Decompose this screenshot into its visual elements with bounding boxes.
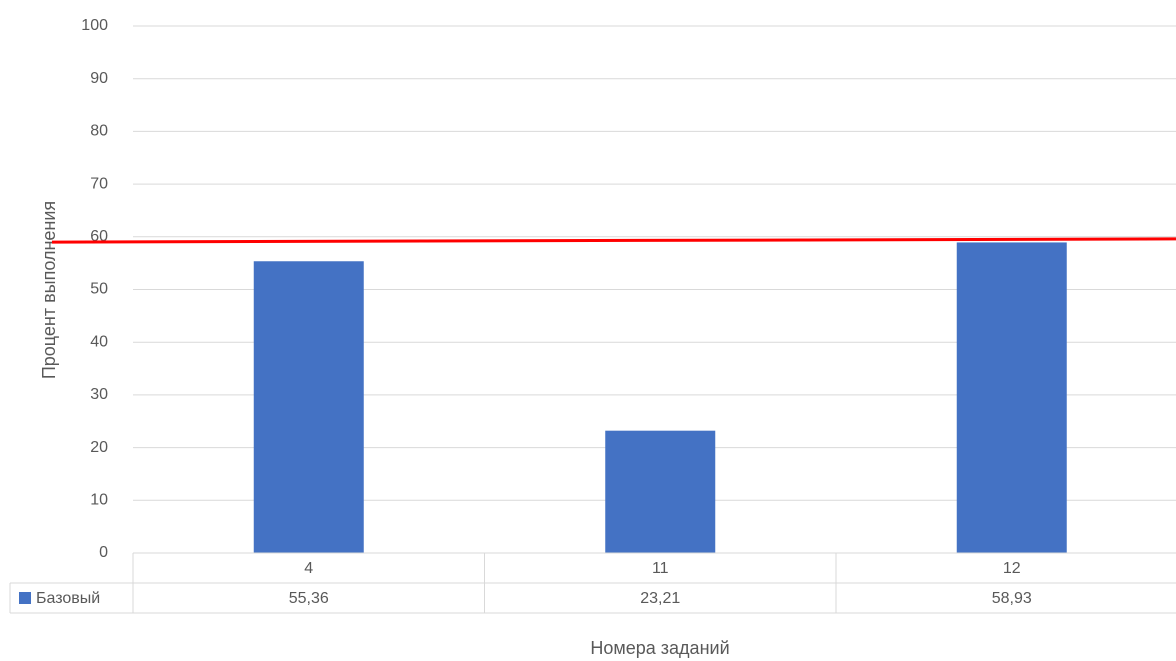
- y-tick-label: 10: [90, 492, 108, 509]
- bar: [253, 261, 364, 553]
- x-tick-label: 4: [304, 560, 313, 577]
- y-tick-label: 50: [90, 281, 108, 298]
- y-tick-label: 0: [99, 544, 108, 561]
- x-axis-label: Номера заданий: [590, 638, 729, 658]
- bar: [605, 430, 716, 553]
- value-label: 23,21: [640, 590, 680, 607]
- y-axis-label: Процент выполнения: [39, 201, 59, 379]
- bar: [956, 242, 1067, 553]
- value-label: 55,36: [289, 590, 329, 607]
- y-tick-label: 70: [90, 175, 108, 192]
- reference-line: [51, 237, 1176, 244]
- y-tick-label: 20: [90, 439, 108, 456]
- value-label: 58,93: [992, 590, 1032, 607]
- y-tick-label: 40: [90, 333, 108, 350]
- legend-label: Базовый: [36, 590, 100, 607]
- legend-swatch: [19, 592, 31, 604]
- x-tick-label: 12: [1003, 560, 1021, 577]
- x-tick-label: 11: [652, 560, 669, 577]
- y-tick-label: 90: [90, 70, 108, 87]
- y-tick-label: 30: [90, 386, 108, 403]
- y-tick-label: 100: [81, 17, 108, 34]
- y-tick-label: 80: [90, 123, 108, 140]
